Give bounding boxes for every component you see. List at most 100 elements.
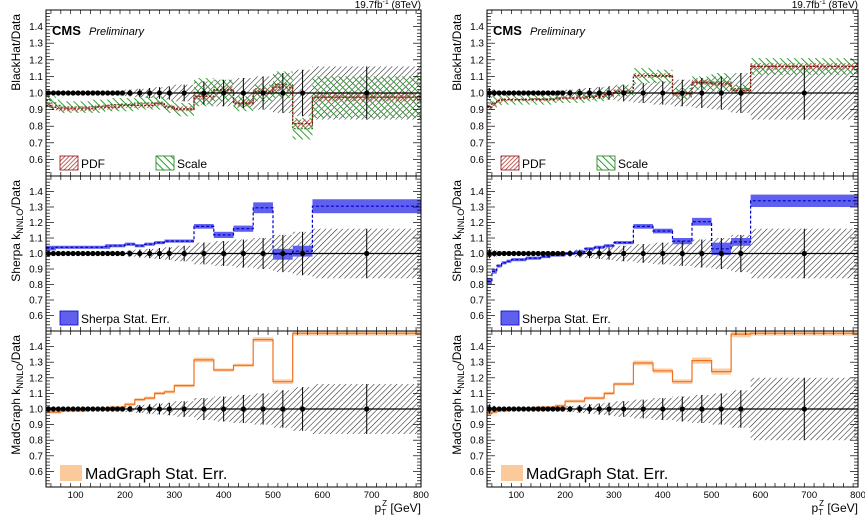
data-point-marker xyxy=(496,250,502,257)
data-point xyxy=(550,250,556,257)
data-point xyxy=(560,406,566,412)
data-point xyxy=(672,396,693,422)
data-point-marker xyxy=(95,250,101,257)
y-axis: 0.6 0.7 0.8 0.9 1.0 1.1 1.2 1.3 1.4 xyxy=(470,9,858,177)
y-tick-label: 1.1 xyxy=(470,72,484,83)
data-point xyxy=(95,406,101,412)
data-point-marker xyxy=(127,90,133,96)
data-point-marker xyxy=(501,250,507,257)
legend: MadGraph Stat. Err. xyxy=(501,465,668,483)
data-point-marker xyxy=(156,406,163,412)
y-tick-label: 1.1 xyxy=(29,72,43,83)
data-point xyxy=(272,73,293,113)
scale-legend-swatch xyxy=(155,155,175,171)
data-point xyxy=(292,387,313,431)
data-point xyxy=(55,250,61,257)
data-point-marker xyxy=(181,90,187,96)
pdf-bin xyxy=(134,102,145,108)
pdf-legend-label: PDF xyxy=(522,157,546,171)
sherpa-legend-label: Sherpa Stat. Err. xyxy=(522,312,611,326)
preliminary-label: Preliminary xyxy=(530,26,587,38)
data-point-marker xyxy=(65,250,71,257)
data-point xyxy=(496,250,502,257)
data-point xyxy=(174,245,195,262)
sherpa-legend-swatch xyxy=(500,310,520,326)
data-point xyxy=(124,89,135,97)
data-point xyxy=(174,84,195,102)
data-point-marker xyxy=(596,250,602,257)
x-tick-label: 300 xyxy=(166,490,182,501)
data-point-marker xyxy=(100,250,106,257)
left-figure: 19.7fb-1 (8TeV) 0.6 0.7 0.8 0.9 1.0 1.1 1.2 1.3 1… xyxy=(9,0,429,517)
data-point-marker xyxy=(221,250,227,257)
data-point-marker xyxy=(801,250,807,257)
data-point xyxy=(100,406,106,412)
data-point xyxy=(672,79,693,107)
data-point xyxy=(233,239,254,268)
data-point xyxy=(95,90,101,96)
data-point xyxy=(506,406,512,412)
data-point xyxy=(506,250,512,257)
data-point xyxy=(55,406,61,412)
data-point-marker xyxy=(75,90,81,96)
data-point-marker xyxy=(521,90,527,96)
data-point xyxy=(55,90,61,96)
data-point-marker xyxy=(530,90,536,96)
data-point xyxy=(521,406,527,412)
data-point xyxy=(711,238,732,269)
data-point-marker xyxy=(567,90,573,96)
pdf-bin xyxy=(115,104,121,110)
data-point-marker xyxy=(738,406,744,412)
pdf-central-line xyxy=(487,65,858,108)
data-point xyxy=(164,402,175,416)
data-point xyxy=(65,406,71,412)
data-point xyxy=(501,90,507,96)
ratio-panel-3: 0.6 0.7 0.8 0.9 1.0 1.1 1.2 1.3 1.4 MadGraph kNNL… xyxy=(450,330,865,517)
data-point xyxy=(119,90,126,96)
y-tick-label: 1.4 xyxy=(29,187,43,198)
sherpa-bin xyxy=(511,258,517,262)
data-point xyxy=(525,90,532,96)
y-tick-label: 1.2 xyxy=(470,373,484,384)
data-point-marker xyxy=(560,90,566,96)
data-point-marker xyxy=(280,406,286,412)
data-point xyxy=(154,403,165,415)
data-point-marker xyxy=(95,90,101,96)
data-point xyxy=(521,250,527,257)
pdf-legend-swatch xyxy=(500,155,520,171)
pdf-bin xyxy=(46,102,51,108)
data-point xyxy=(555,90,561,96)
data-point-marker xyxy=(221,406,227,412)
sherpa-legend-label: Sherpa Stat. Err. xyxy=(81,312,170,326)
data-point-marker xyxy=(100,406,106,412)
data-point xyxy=(604,402,614,416)
legend: Sherpa Stat. Err. xyxy=(500,310,611,326)
y-tick-label: 1.2 xyxy=(29,373,43,384)
x-axis xyxy=(50,10,417,176)
y-tick-label: 0.6 xyxy=(470,311,484,322)
data-point-marker xyxy=(75,250,81,257)
data-point xyxy=(731,234,751,273)
sherpa-bin xyxy=(692,217,712,226)
data-point-marker xyxy=(280,90,286,96)
data-point xyxy=(565,89,575,97)
data-point-marker xyxy=(540,406,546,412)
sherpa-bin xyxy=(526,256,531,260)
scale-legend-swatch xyxy=(596,155,616,171)
data-point xyxy=(525,406,532,412)
y-axis: 0.6 0.7 0.8 0.9 1.0 1.1 1.2 1.3 1.4 xyxy=(29,330,421,488)
data-point xyxy=(80,250,86,257)
data-point-marker xyxy=(586,250,593,257)
data-point-marker xyxy=(364,406,370,412)
y-axis: 0.6 0.7 0.8 0.9 1.0 1.1 1.2 1.3 1.4 xyxy=(29,9,421,177)
data-point-marker xyxy=(560,406,566,412)
data-point-marker xyxy=(606,250,612,257)
y-tick-label: 1.3 xyxy=(470,203,484,214)
data-point xyxy=(511,250,517,257)
y-tick-label: 1.2 xyxy=(470,218,484,229)
sherpa-bin xyxy=(174,239,195,243)
x-tick-label: 500 xyxy=(265,490,281,501)
data-point xyxy=(213,241,234,266)
data-point xyxy=(672,241,693,266)
data-point xyxy=(555,250,561,257)
